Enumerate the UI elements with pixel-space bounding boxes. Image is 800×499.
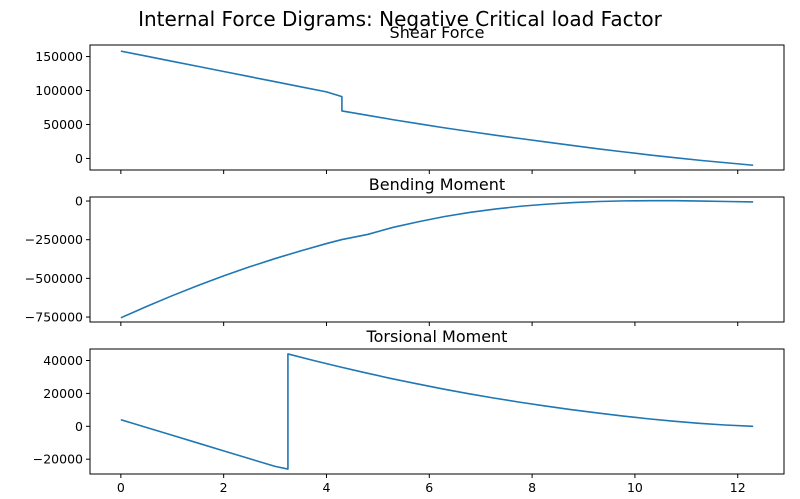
bending-moment-axes-frame <box>89 196 785 323</box>
figure-title: Internal Force Digrams: Negative Critica… <box>138 7 663 31</box>
torsional-moment-xtick-label: 12 <box>730 480 746 495</box>
torsional-moment-xtick-label: 0 <box>117 480 125 495</box>
subplots: Shear Force 0 50000 100000 150000 Bending Mom… <box>25 23 785 495</box>
shear-force-ytick-label: 50000 <box>43 117 83 132</box>
shear-force-plot: Shear Force 0 50000 100000 150000 <box>35 23 785 174</box>
torsional-moment-plot: Torsional Moment −20000 0 20000 40000 0 2 4 6 8 10… <box>33 327 785 495</box>
torsional-moment-xtick-label: 4 <box>322 480 330 495</box>
torsional-moment-ytick-label: 40000 <box>43 353 83 368</box>
bending-moment-ytick-label: −750000 <box>25 310 83 325</box>
torsional-moment-xtick-label: 10 <box>627 480 643 495</box>
torsional-moment-xtick-label: 2 <box>220 480 228 495</box>
bending-moment-ytick-label: −500000 <box>25 271 83 286</box>
torsional-moment-ytick-label: 0 <box>75 419 83 434</box>
torsional-moment-ytick-label: −20000 <box>33 452 83 467</box>
torsional-moment-xtick-label: 8 <box>528 480 536 495</box>
bending-moment-ytick-label: 0 <box>75 194 83 209</box>
bending-moment-ytick-label: −250000 <box>25 232 83 247</box>
torsional-moment-title: Torsional Moment <box>366 327 508 346</box>
shear-force-ytick-label: 0 <box>75 151 83 166</box>
shear-force-title: Shear Force <box>390 23 485 42</box>
torsional-moment-ytick-label: 20000 <box>43 386 83 401</box>
bending-moment-series-line <box>120 199 754 319</box>
shear-force-ytick-label: 100000 <box>35 83 83 98</box>
shear-force-series-line <box>120 50 754 167</box>
bending-moment-title: Bending Moment <box>369 175 505 194</box>
torsional-moment-axes-frame <box>89 348 785 475</box>
shear-force-axes-frame <box>89 44 785 171</box>
torsional-moment-xtick-label: 6 <box>425 480 433 495</box>
shear-force-ytick-label: 150000 <box>35 49 83 64</box>
bending-moment-plot: Bending Moment 0 −250000 −500000 −750000 <box>25 175 785 326</box>
torsional-moment-series-line <box>120 353 754 470</box>
